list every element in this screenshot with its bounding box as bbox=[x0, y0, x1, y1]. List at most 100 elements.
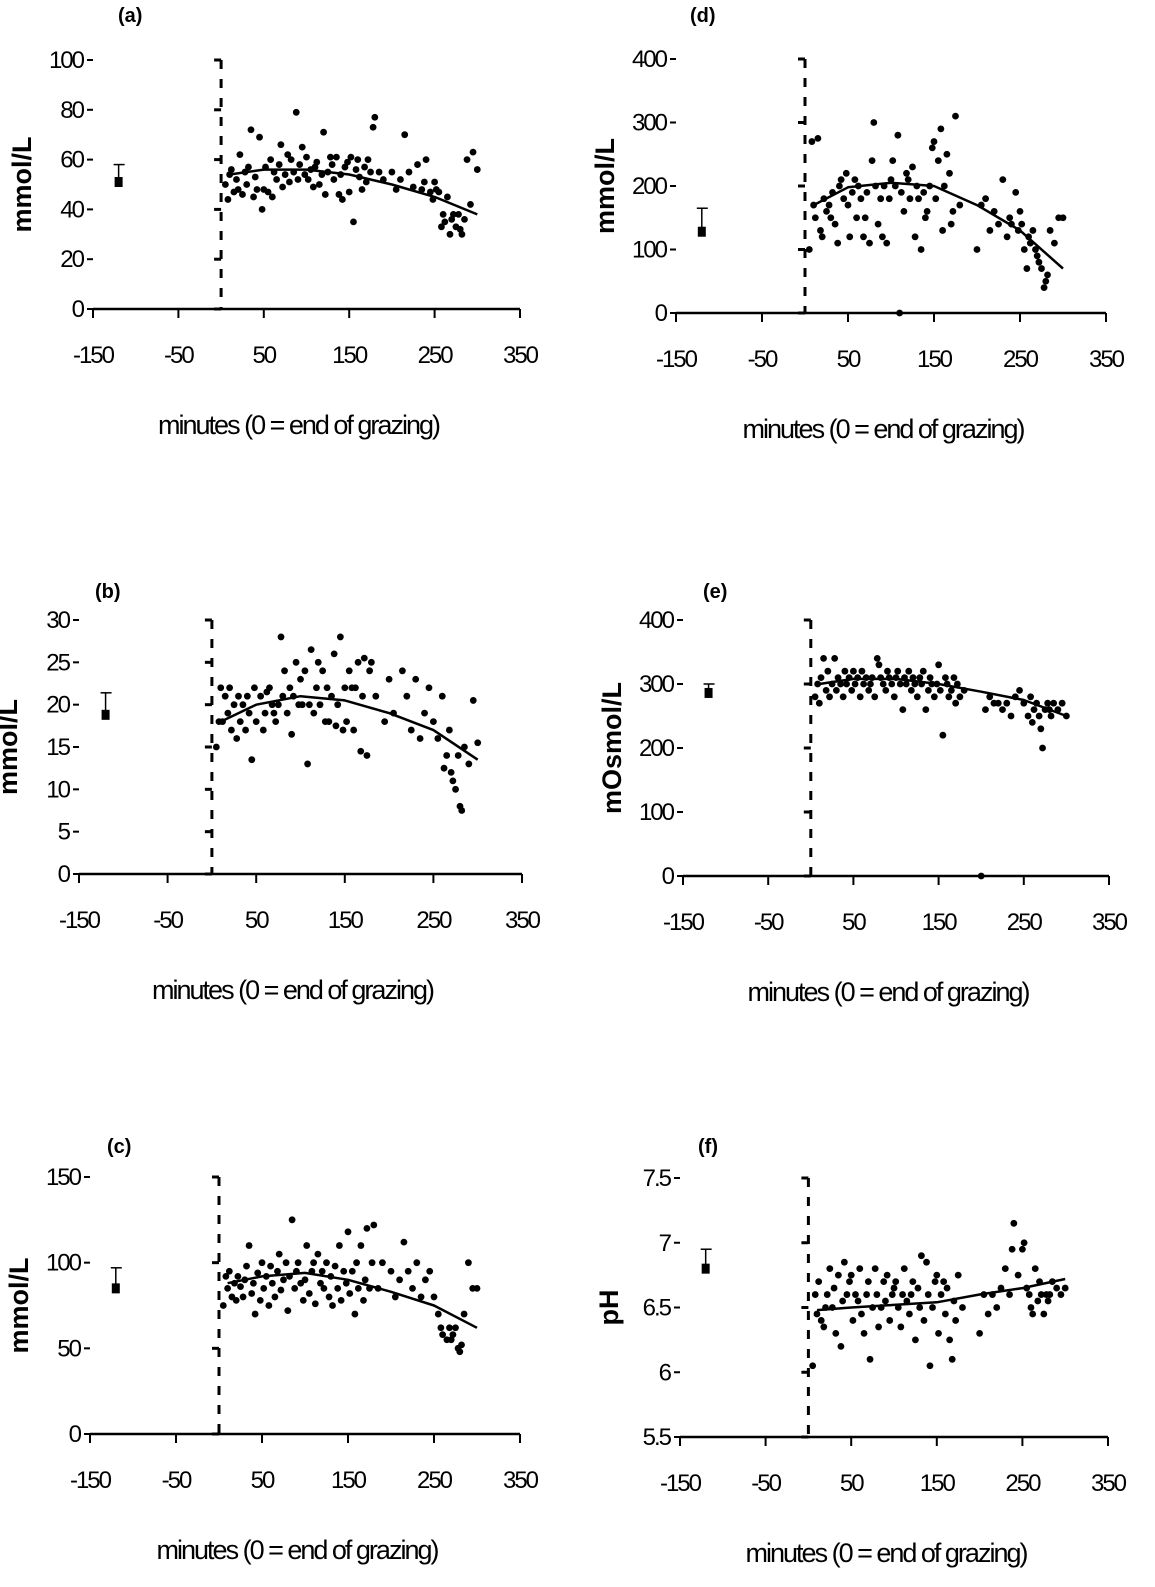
data-point bbox=[937, 1291, 945, 1298]
data-point bbox=[310, 1259, 317, 1267]
data-point bbox=[413, 1259, 421, 1267]
data-point bbox=[469, 697, 477, 704]
data-point bbox=[952, 699, 960, 707]
data-point bbox=[1018, 220, 1026, 228]
data-point bbox=[305, 1290, 313, 1297]
data-point bbox=[1058, 699, 1066, 707]
data-point bbox=[986, 693, 994, 701]
data-point bbox=[449, 1331, 457, 1339]
data-point bbox=[351, 1310, 359, 1318]
data-point bbox=[224, 196, 232, 203]
y-tick-label: 7.5 bbox=[643, 1165, 672, 1192]
data-point bbox=[956, 201, 964, 209]
panel-label: (d) bbox=[690, 5, 716, 27]
x-axis-label: minutes (0 = end of grazing) bbox=[158, 410, 440, 440]
data-point bbox=[945, 693, 953, 701]
data-point bbox=[907, 1291, 915, 1298]
y-axis-label: pH bbox=[594, 1290, 624, 1326]
data-point bbox=[1027, 1304, 1035, 1311]
x-tick-label: 250 bbox=[417, 1467, 453, 1494]
data-point bbox=[815, 699, 823, 707]
fit-curve bbox=[229, 168, 478, 216]
data-point bbox=[252, 718, 260, 725]
data-point bbox=[826, 1265, 834, 1273]
data-point bbox=[327, 153, 334, 161]
data-point bbox=[858, 667, 866, 675]
data-point bbox=[385, 675, 393, 683]
data-point bbox=[839, 1297, 847, 1305]
data-point bbox=[814, 134, 822, 142]
data-point bbox=[888, 1291, 896, 1298]
data-point bbox=[375, 168, 383, 176]
data-point bbox=[440, 764, 448, 772]
data-point bbox=[254, 1269, 262, 1277]
data-point bbox=[417, 1293, 425, 1301]
data-point bbox=[268, 1279, 276, 1287]
data-point bbox=[343, 718, 350, 725]
data-point bbox=[325, 1293, 333, 1301]
x-axis-label: minutes (0 = end of grazing) bbox=[743, 414, 1025, 444]
x-tick-label: 250 bbox=[1007, 909, 1043, 936]
data-point bbox=[953, 680, 961, 688]
data-point bbox=[811, 1291, 819, 1298]
x-tick-label: -50 bbox=[751, 1470, 781, 1497]
data-point bbox=[357, 747, 365, 755]
data-point bbox=[332, 722, 340, 730]
data-point bbox=[1037, 725, 1045, 733]
data-point bbox=[438, 223, 445, 231]
data-point bbox=[1051, 239, 1058, 247]
data-point bbox=[329, 1302, 336, 1309]
data-point bbox=[236, 718, 244, 725]
data-point bbox=[923, 1258, 930, 1266]
data-point bbox=[469, 148, 477, 156]
data-point bbox=[414, 161, 421, 168]
data-point bbox=[840, 195, 848, 203]
y-tick-label: 100 bbox=[49, 47, 85, 74]
panel-label: (b) bbox=[95, 581, 121, 603]
data-point bbox=[449, 210, 457, 218]
data-point bbox=[318, 171, 326, 178]
data-point bbox=[841, 667, 849, 675]
data-point bbox=[1012, 188, 1020, 196]
data-point bbox=[346, 1290, 354, 1297]
data-point bbox=[336, 633, 344, 641]
data-point bbox=[430, 718, 437, 725]
data-point bbox=[946, 1336, 954, 1344]
data-point bbox=[1028, 719, 1036, 726]
fit-curve bbox=[819, 677, 1067, 718]
x-tick-label: 150 bbox=[331, 1467, 367, 1494]
y-tick-label: 15 bbox=[46, 734, 70, 761]
data-point bbox=[922, 706, 930, 713]
data-point bbox=[874, 220, 882, 228]
data-point bbox=[849, 1317, 857, 1324]
data-point bbox=[846, 1278, 853, 1285]
y-tick-label: 100 bbox=[632, 237, 668, 264]
data-point bbox=[245, 163, 252, 171]
data-point bbox=[1024, 712, 1032, 720]
data-point bbox=[248, 1290, 256, 1297]
data-point bbox=[286, 178, 293, 186]
data-point bbox=[299, 1296, 307, 1304]
data-point bbox=[267, 156, 275, 164]
data-point bbox=[274, 1267, 281, 1275]
x-tick-label: 350 bbox=[503, 342, 539, 369]
data-point bbox=[250, 193, 257, 201]
y-tick-label: 10 bbox=[46, 776, 70, 803]
data-point bbox=[407, 726, 415, 734]
data-point bbox=[1044, 699, 1052, 707]
data-point bbox=[221, 181, 229, 188]
data-point bbox=[982, 706, 989, 713]
data-point bbox=[354, 1284, 362, 1292]
data-point bbox=[418, 186, 426, 193]
data-point bbox=[272, 718, 280, 725]
data-point bbox=[446, 1324, 453, 1332]
data-point bbox=[331, 1262, 339, 1270]
data-point bbox=[320, 1284, 328, 1292]
data-point bbox=[863, 188, 871, 196]
data-point bbox=[839, 693, 847, 701]
data-point bbox=[899, 1291, 906, 1298]
data-point bbox=[458, 1341, 465, 1349]
data-point bbox=[882, 687, 890, 694]
data-point bbox=[292, 108, 300, 116]
data-point bbox=[461, 215, 468, 223]
